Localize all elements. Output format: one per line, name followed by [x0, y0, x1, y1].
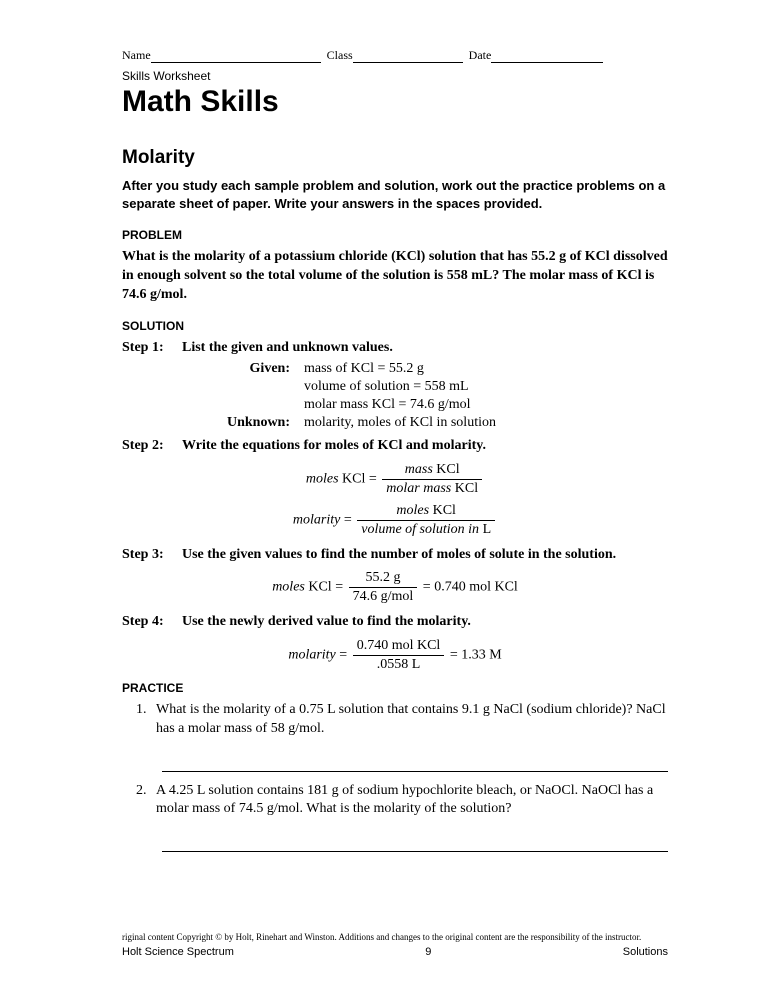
date-blank[interactable] — [491, 49, 603, 63]
given-label: Given: — [222, 361, 304, 377]
footer-left: Holt Science Spectrum — [122, 946, 234, 958]
step-3-equation: moles KCl = 55.2 g 74.6 g/mol = 0.740 mo… — [122, 570, 668, 605]
eq1-lhs: moles — [306, 471, 339, 486]
eq2-lhs: molarity — [293, 512, 340, 527]
eq1-lhs2: KCl — [342, 471, 365, 486]
eq2-num-i: moles — [396, 503, 429, 518]
name-label: Name — [122, 48, 151, 63]
q2-answer-line[interactable] — [162, 832, 668, 852]
footer-right: Solutions — [623, 946, 668, 958]
eq3-den: 74.6 g/mol — [349, 588, 418, 605]
step-2-label: Step 2: — [122, 437, 182, 456]
eq3-result: 0.740 mol KCl — [434, 580, 518, 595]
eq3-num: 55.2 g — [349, 570, 418, 588]
solution-heading: SOLUTION — [122, 319, 668, 333]
eq2-den-i: volume of solution in — [361, 522, 479, 537]
class-label: Class — [327, 48, 353, 63]
step-4-label: Step 4: — [122, 613, 182, 632]
eq4-lhs: molarity — [288, 648, 335, 663]
step-2-text: Write the equations for moles of KCl and… — [182, 437, 486, 456]
class-blank[interactable] — [353, 49, 463, 63]
eq1-num: KCl — [436, 462, 459, 477]
step-1-text: List the given and unknown values. — [182, 339, 393, 358]
footer-page-number: 9 — [425, 946, 431, 958]
step-4: Step 4: Use the newly derived value to f… — [122, 613, 668, 632]
given-1: mass of KCl = 55.2 g — [304, 361, 424, 377]
step-3-text: Use the given values to find the number … — [182, 547, 616, 562]
given-3: molar mass KCl = 74.6 g/mol — [304, 397, 471, 413]
eq4-num: 0.740 mol KCl — [353, 638, 445, 656]
step-2: Step 2: Write the equations for moles of… — [122, 437, 668, 456]
eq1-num-i: mass — [405, 462, 433, 477]
step-4-equation: molarity = 0.740 mol KCl .0558 L = 1.33 … — [122, 638, 668, 673]
eq3-lhs2: KCl — [308, 580, 331, 595]
eq1-den-i: molar mass — [386, 481, 451, 496]
given-block: Given: mass of KCl = 55.2 g volume of so… — [222, 361, 668, 431]
q1-number: 1. — [136, 701, 156, 737]
header-fields: Name Class Date — [122, 48, 668, 63]
section-intro: After you study each sample problem and … — [122, 177, 668, 212]
q1-answer-line[interactable] — [162, 752, 668, 772]
section-title: Molarity — [122, 147, 668, 169]
eq2-den: L — [483, 522, 492, 537]
practice-heading: PRACTICE — [122, 681, 668, 695]
step-1-label: Step 1: — [122, 339, 182, 358]
q2-number: 2. — [136, 782, 156, 818]
step-4-text: Use the newly derived value to find the … — [182, 613, 471, 632]
practice-item-2: 2. A 4.25 L solution contains 181 g of s… — [136, 782, 668, 852]
practice-list: 1. What is the molarity of a 0.75 L solu… — [122, 701, 668, 852]
problem-text: What is the molarity of a potassium chlo… — [122, 248, 668, 305]
q1-text: What is the molarity of a 0.75 L solutio… — [156, 701, 668, 737]
eq2-num: KCl — [433, 503, 456, 518]
copyright-text: riginal content Copyright © by Holt, Rin… — [122, 932, 668, 942]
step-3-label: Step 3: — [122, 546, 182, 565]
problem-heading: PROBLEM — [122, 228, 668, 242]
eq4-den: .0558 L — [353, 656, 445, 673]
eq3-lhs: moles — [272, 580, 305, 595]
unknown-label: Unknown: — [222, 415, 304, 431]
step-1: Step 1: List the given and unknown value… — [122, 339, 668, 358]
step-3: Step 3:Use the given values to find the … — [122, 546, 668, 565]
given-2: volume of solution = 558 mL — [304, 379, 469, 395]
footer: riginal content Copyright © by Holt, Rin… — [122, 932, 668, 958]
eq1-den: KCl — [455, 481, 478, 496]
step-2-equations: moles KCl = mass KCl molar mass KCl mola… — [122, 462, 668, 538]
name-blank[interactable] — [151, 49, 321, 63]
worksheet-label: Skills Worksheet — [122, 69, 668, 83]
q2-text: A 4.25 L solution contains 181 g of sodi… — [156, 782, 668, 818]
unknown-val: molarity, moles of KCl in solution — [304, 415, 496, 431]
practice-item-1: 1. What is the molarity of a 0.75 L solu… — [136, 701, 668, 771]
main-title: Math Skills — [122, 85, 668, 119]
date-label: Date — [469, 48, 492, 63]
eq4-result: 1.33 M — [461, 648, 501, 663]
